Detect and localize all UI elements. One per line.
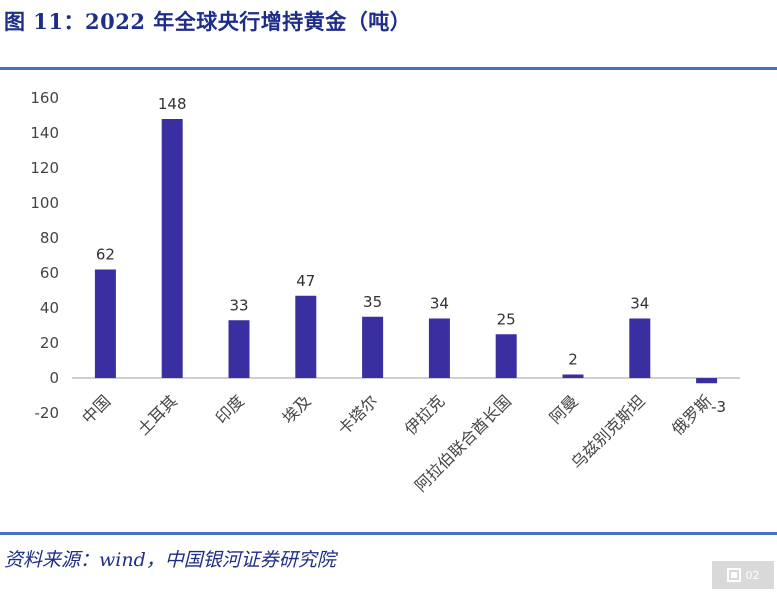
- data-label: -3: [711, 398, 726, 416]
- category-label: 中国: [78, 391, 114, 427]
- page-icon: [726, 568, 741, 582]
- y-tick-label: 40: [40, 299, 59, 317]
- data-label: 25: [497, 310, 516, 328]
- source-note: 资料来源：wind，中国银河证券研究院: [4, 549, 336, 571]
- data-label: 2: [568, 351, 578, 369]
- category-label: 土耳其: [134, 391, 181, 438]
- y-tick-label: 160: [30, 89, 59, 107]
- y-tick-label: 60: [40, 264, 59, 282]
- category-label: 阿曼: [546, 391, 582, 427]
- page-badge: 02: [712, 561, 774, 589]
- category-label: 埃及: [279, 391, 315, 427]
- category-label: 印度: [212, 391, 248, 427]
- data-label: 62: [96, 246, 115, 264]
- bar: [161, 119, 183, 378]
- data-label: 33: [229, 296, 248, 314]
- category-label: 俄罗斯: [668, 391, 715, 438]
- bar: [428, 318, 450, 378]
- bar: [629, 318, 651, 378]
- bar: [295, 295, 317, 378]
- top-rule: [0, 67, 777, 70]
- y-tick-label: 140: [30, 124, 59, 142]
- bar: [228, 320, 250, 378]
- data-label: 148: [158, 95, 187, 113]
- y-tick-label: -20: [35, 404, 60, 422]
- category-label: 卡塔尔: [334, 391, 381, 438]
- y-tick-label: 0: [49, 369, 59, 387]
- data-label: 34: [430, 295, 449, 313]
- bar: [696, 378, 718, 384]
- bottom-rule: [0, 532, 777, 535]
- page-number: 02: [745, 568, 760, 582]
- y-tick-label: 20: [40, 334, 59, 352]
- y-tick-label: 100: [30, 194, 59, 212]
- data-label: 47: [296, 272, 315, 290]
- bar-chart: 160 140 120 100 80 60 40 20 0 -20 62 中国 148 土耳其 33 印度 47…: [30, 89, 740, 495]
- y-tick-label: 80: [40, 229, 59, 247]
- bar: [362, 316, 384, 378]
- bar: [562, 374, 584, 378]
- bar: [94, 269, 116, 378]
- y-tick-label: 120: [30, 159, 59, 177]
- bar: [495, 334, 517, 378]
- category-label: 伊拉克: [401, 391, 448, 438]
- figure-title: 图 11：2022 年全球央行增持黄金（吨）: [4, 9, 412, 34]
- data-label: 35: [363, 293, 382, 311]
- data-label: 34: [630, 295, 649, 313]
